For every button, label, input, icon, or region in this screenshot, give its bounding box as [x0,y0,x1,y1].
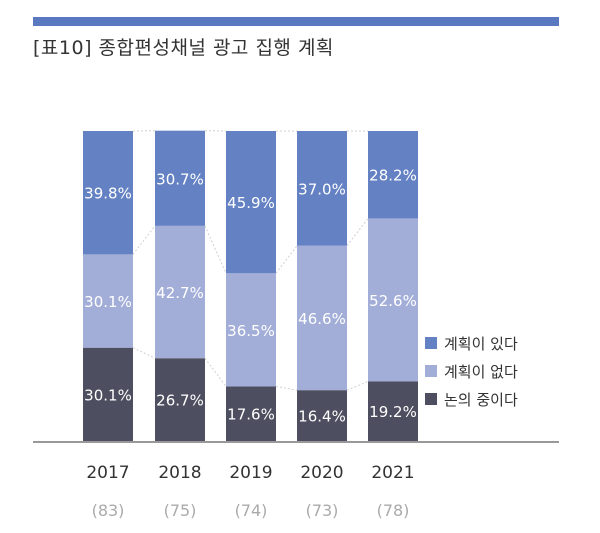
sample-size-label: (74) [235,501,268,520]
legend-label: 논의 중이다 [444,391,518,409]
chart-title: [표10] 종합편성채널 광고 집행 계획 [33,37,334,59]
bar-segment [155,225,205,359]
data-label: 45.9% [227,194,275,212]
legend-swatch [425,393,437,405]
data-label: 52.6% [369,292,417,310]
bar-segment [297,390,347,441]
data-label: 30.1% [84,293,132,311]
bar-segment [226,386,276,441]
data-label: 30.1% [84,386,132,404]
x-tick-label: 2020 [300,463,343,483]
x-tick-label: 2021 [371,463,414,483]
bar-segment [368,131,418,219]
sample-size-label: (83) [92,501,125,520]
connector-line [275,245,298,274]
bar-segment [155,358,205,441]
data-label: 36.5% [227,322,275,340]
bar-segment [297,131,347,246]
data-label: 19.2% [369,403,417,421]
connector-line [204,225,227,274]
connector-line [346,381,369,391]
connector-line [132,225,156,255]
sample-size-label: (73) [306,501,339,520]
sample-size-label: (78) [377,501,410,520]
data-label: 46.6% [298,310,346,328]
connector-line [204,357,227,387]
data-label: 28.2% [369,167,417,185]
data-label: 37.0% [298,180,346,198]
bar-segment [83,347,133,441]
data-label: 16.4% [298,408,346,426]
connector-line [275,385,298,391]
sample-size-label: (75) [164,501,197,520]
connector-line [132,347,156,359]
bar-segment [155,130,205,226]
x-tick-label: 2019 [229,463,272,483]
bar-segment [368,381,418,441]
legend-swatch [425,365,437,377]
legend-label: 계획이 없다 [444,363,518,381]
data-label: 39.8% [84,185,132,203]
title-rule [33,17,559,26]
legend-label: 계획이 있다 [444,335,518,353]
legend-swatch [425,337,437,349]
bar-segment [226,273,276,387]
bar-segment [368,218,418,382]
data-label: 30.7% [156,170,204,188]
data-label: 26.7% [156,392,204,410]
data-label: 42.7% [156,284,204,302]
bar-segment [297,245,347,391]
connector-line [346,218,369,247]
x-tick-label: 2017 [86,463,129,483]
bar-segment [83,131,133,255]
data-label: 17.6% [227,406,275,424]
x-tick-label: 2018 [158,463,201,483]
bar-segment [226,131,276,274]
bar-segment [83,254,133,348]
